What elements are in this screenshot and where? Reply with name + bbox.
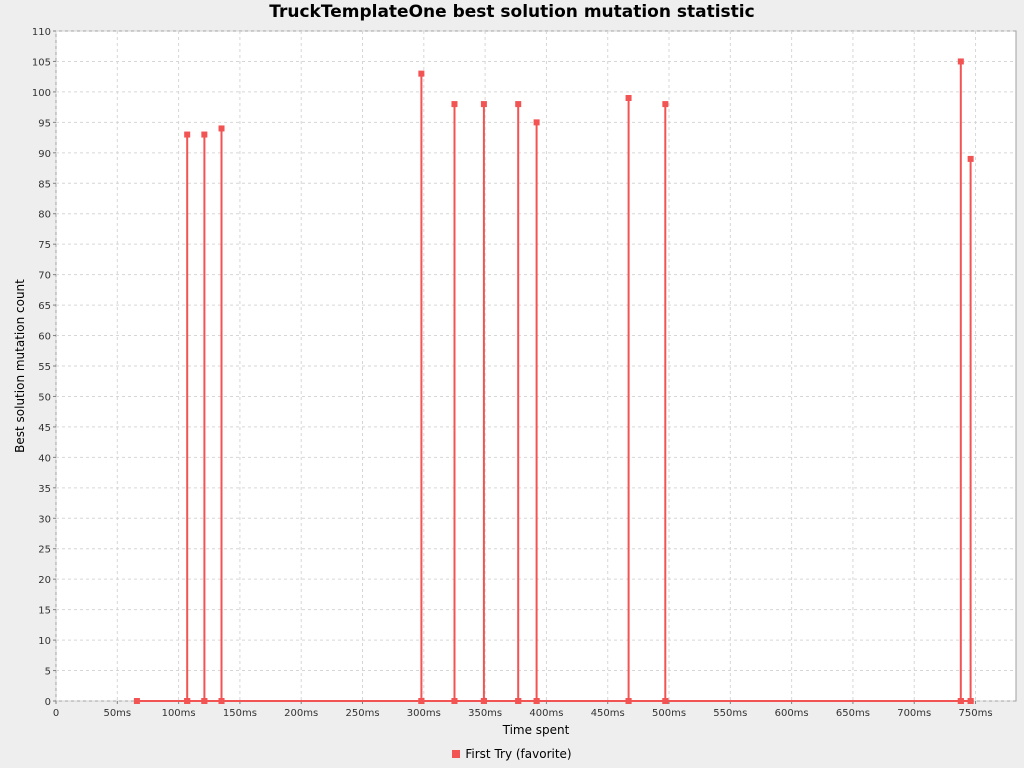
x-tick-label: 400ms bbox=[529, 708, 563, 719]
series-layer bbox=[133, 58, 974, 704]
x-tick-label: 200ms bbox=[284, 708, 318, 719]
x-tick-label: 650ms bbox=[836, 708, 870, 719]
y-tick-label: 100 bbox=[32, 88, 51, 99]
y-tick-label: 50 bbox=[38, 392, 51, 403]
y-tick-label: 55 bbox=[38, 362, 51, 373]
y-tick-label: 45 bbox=[38, 423, 51, 434]
data-point bbox=[533, 698, 540, 704]
data-point bbox=[184, 131, 191, 138]
data-point bbox=[967, 698, 974, 704]
data-point bbox=[218, 698, 225, 704]
legend-label: First Try (favorite) bbox=[465, 747, 572, 761]
y-tick-label: 110 bbox=[32, 27, 51, 38]
data-point bbox=[184, 698, 191, 704]
y-tick-label: 95 bbox=[38, 118, 51, 129]
x-tick-label: 50ms bbox=[103, 708, 131, 719]
y-tick-label: 20 bbox=[38, 575, 51, 586]
data-point bbox=[201, 131, 208, 138]
axes: 0 5 10 15 20 25 30 35 40 45 50 55 60 65 70 75 80 85 90 95 10… bbox=[32, 27, 993, 719]
data-point bbox=[515, 698, 522, 704]
x-tick-label: 450ms bbox=[591, 708, 625, 719]
y-tick-label: 85 bbox=[38, 179, 51, 190]
x-tick-label: 600ms bbox=[775, 708, 809, 719]
data-point bbox=[133, 698, 140, 704]
legend-swatch bbox=[452, 750, 461, 758]
y-tick-label: 5 bbox=[45, 667, 51, 678]
legend: First Try (favorite) bbox=[0, 747, 1024, 761]
data-point bbox=[451, 101, 458, 108]
x-tick-label: 250ms bbox=[345, 708, 379, 719]
x-axis-label: Time spent bbox=[502, 723, 570, 737]
y-tick-label: 40 bbox=[38, 453, 51, 464]
y-tick-label: 65 bbox=[38, 301, 51, 312]
data-point bbox=[451, 698, 458, 704]
y-tick-label: 60 bbox=[38, 332, 51, 343]
x-tick-label: 0 bbox=[53, 708, 59, 719]
y-tick-label: 80 bbox=[38, 210, 51, 221]
data-point bbox=[662, 101, 669, 108]
y-tick-label: 90 bbox=[38, 149, 51, 160]
data-point bbox=[957, 58, 964, 65]
data-point bbox=[480, 101, 487, 108]
data-point bbox=[418, 70, 425, 77]
x-tick-label: 550ms bbox=[713, 708, 747, 719]
x-tick-label: 150ms bbox=[223, 708, 257, 719]
data-point bbox=[515, 101, 522, 108]
x-tick-label: 300ms bbox=[407, 708, 441, 719]
y-tick-label: 10 bbox=[38, 636, 51, 647]
data-point bbox=[218, 125, 225, 132]
data-point bbox=[625, 95, 632, 101]
x-tick-label: 750ms bbox=[959, 708, 993, 719]
x-tick-label: 100ms bbox=[162, 708, 196, 719]
data-point bbox=[533, 119, 540, 126]
y-tick-label: 75 bbox=[38, 240, 51, 251]
data-point bbox=[625, 698, 632, 704]
data-point bbox=[957, 698, 964, 704]
y-tick-label: 105 bbox=[32, 57, 51, 68]
data-point bbox=[967, 155, 974, 162]
chart-title: TruckTemplateOne best solution mutation … bbox=[269, 2, 755, 22]
y-tick-label: 0 bbox=[45, 697, 51, 708]
y-tick-label: 30 bbox=[38, 514, 51, 525]
y-tick-label: 35 bbox=[38, 484, 51, 495]
y-tick-label: 70 bbox=[38, 271, 51, 282]
x-tick-label: 350ms bbox=[468, 708, 502, 719]
y-axis-label: Best solution mutation count bbox=[13, 279, 27, 453]
data-point bbox=[418, 698, 425, 704]
y-tick-label: 15 bbox=[38, 606, 51, 617]
x-tick-label: 500ms bbox=[652, 708, 686, 719]
x-tick-label: 700ms bbox=[897, 708, 931, 719]
data-point bbox=[480, 698, 487, 704]
data-point bbox=[201, 698, 208, 704]
data-point bbox=[662, 698, 669, 704]
y-tick-label: 25 bbox=[38, 545, 51, 556]
